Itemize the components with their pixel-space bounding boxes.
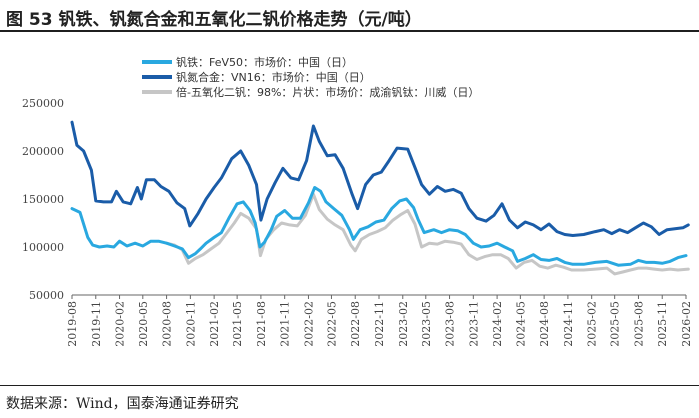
x-tick-label: 2022-11 <box>373 301 386 347</box>
x-tick-label: 2020-11 <box>184 301 197 347</box>
x-tick-label: 2022-08 <box>349 301 362 347</box>
legend-label-fev50: 钒铁：FeV50：市场价：中国（日） <box>176 55 353 69</box>
x-tick-label: 2021-11 <box>279 301 292 347</box>
series-line-vn16 <box>70 120 690 237</box>
x-tick-label: 2023-08 <box>444 301 457 347</box>
x-tick-label: 2025-08 <box>632 301 645 347</box>
x-tick-label: 2022-05 <box>325 301 338 347</box>
x-tick-label: 2025-11 <box>656 301 669 347</box>
series-line-v2o5 <box>165 192 690 276</box>
x-tick-label: 2020-08 <box>161 301 174 347</box>
series-layer <box>70 120 690 276</box>
x-tick-label: 2025-05 <box>609 301 622 347</box>
x-tick-label: 2023-11 <box>467 301 480 347</box>
figure-title: 图 53 钒铁、钒氮合金和五氧化二钒价格走势（元/吨） <box>6 10 422 30</box>
axes: 50000 100000 150000 200000 250000 2019-08 2019… <box>22 97 693 347</box>
y-tick-label: 50000 <box>29 289 64 302</box>
x-tick-label: 2019-08 <box>66 301 79 347</box>
legend-label-vn16: 钒氮合金：VN16：市场价：中国（日） <box>176 70 371 84</box>
series-line-fev50 <box>70 186 688 267</box>
x-tick-label: 2021-08 <box>255 301 268 347</box>
x-tick-label: 2024-05 <box>514 301 527 347</box>
x-tick-label: 2026-02 <box>680 301 693 347</box>
x-tick-label: 2021-05 <box>231 301 244 347</box>
x-tick-label: 2021-02 <box>208 301 221 347</box>
x-tick-label: 2023-05 <box>420 301 433 347</box>
source-note: 数据来源：Wind，国泰海通证券研究 <box>6 396 239 412</box>
x-tick-label: 2025-02 <box>586 301 599 347</box>
source-divider <box>0 385 699 386</box>
y-tick-label: 100000 <box>22 241 64 254</box>
x-tick-label: 2024-02 <box>491 301 504 347</box>
x-tick-label: 2024-11 <box>562 301 575 347</box>
y-tick-label: 200000 <box>22 145 64 158</box>
legend: 钒铁：FeV50：市场价：中国（日） 钒氮合金：VN16：市场价：中国（日） 倍… <box>142 55 479 99</box>
y-tick-label: 150000 <box>22 193 64 206</box>
line-chart: 钒铁：FeV50：市场价：中国（日） 钒氮合金：VN16：市场价：中国（日） 倍… <box>22 55 693 347</box>
x-tick-label: 2020-02 <box>114 301 127 347</box>
x-tick-label: 2019-11 <box>90 301 103 347</box>
legend-label-v2o5: 倍-五氧化二钒：98%：片状：市场价：成渝钒钛：川威（日） <box>176 85 479 99</box>
x-tick-label: 2024-08 <box>538 301 551 347</box>
x-tick-label: 2022-02 <box>302 301 315 347</box>
x-tick-label: 2020-05 <box>137 301 150 347</box>
title-bar: 图 53 钒铁、钒氮合金和五氧化二钒价格走势（元/吨） <box>0 0 699 32</box>
x-tick-label: 2023-02 <box>397 301 410 347</box>
y-tick-label: 250000 <box>22 97 64 110</box>
